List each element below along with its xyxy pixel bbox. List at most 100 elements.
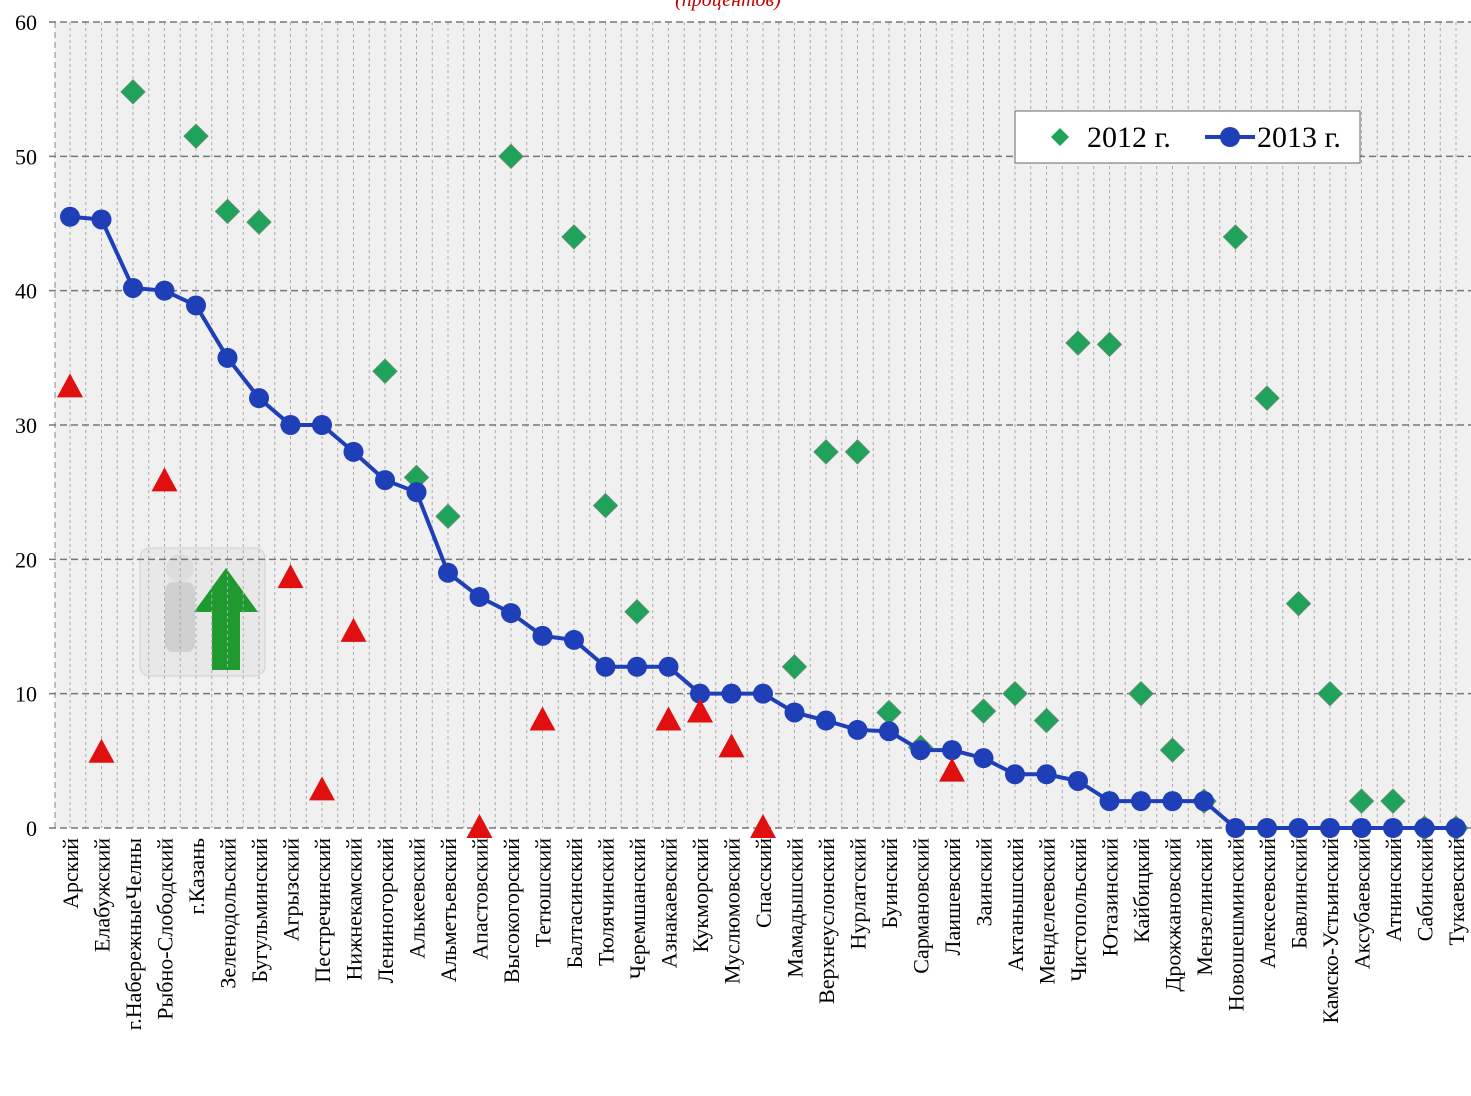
circle-marker	[407, 482, 427, 502]
x-tick-label: Нурлатский	[846, 838, 871, 950]
circle-marker	[123, 278, 143, 298]
x-tick-label: Буинский	[877, 838, 902, 929]
chart: (процентов) 0102030405060АрскийЕлабужски…	[0, 0, 1471, 1091]
circle-marker	[1446, 818, 1466, 838]
x-tick-label: Менделеевский	[1035, 838, 1060, 985]
circle-marker	[816, 711, 836, 731]
circle-marker	[722, 684, 742, 704]
x-tick-label: Черемшанский	[625, 838, 650, 979]
x-tick-label: Аксубаевский	[1350, 838, 1375, 969]
x-tick-label: Камско-Устьинский	[1318, 838, 1343, 1024]
circle-marker	[155, 281, 175, 301]
x-tick-label: Муслюмовский	[720, 838, 745, 984]
x-tick-label: Сармановский	[909, 838, 934, 974]
circle-marker	[1100, 791, 1120, 811]
x-tick-label: Тюлячинский	[594, 838, 619, 966]
x-tick-label: Дрожжановский	[1161, 838, 1186, 992]
chart-subtitle: (процентов)	[675, 0, 781, 11]
circle-marker	[438, 563, 458, 583]
circle-marker	[1194, 791, 1214, 811]
circle-marker	[1068, 771, 1088, 791]
x-tick-label: Мамадышский	[783, 838, 808, 978]
circle-marker	[312, 415, 332, 435]
circle-marker	[1415, 818, 1435, 838]
x-tick-label: Верхнеуслонский	[814, 838, 839, 1004]
x-tick-label: Альметьевский	[436, 838, 461, 982]
y-tick-label: 60	[15, 10, 37, 35]
y-tick-label: 20	[15, 547, 37, 572]
x-tick-label: Рыбно-Слободский	[153, 838, 178, 1020]
x-tick-label: Спасский	[751, 838, 776, 928]
circle-marker	[1320, 818, 1340, 838]
circle-marker	[1037, 764, 1057, 784]
circle-marker	[249, 388, 269, 408]
x-tick-label: Лаишевский	[940, 838, 965, 956]
x-tick-label: Мензелинский	[1192, 838, 1217, 976]
x-tick-label: г.Казань	[184, 838, 209, 914]
x-tick-label: Алькеевский	[405, 838, 430, 959]
x-tick-label: г.НабережныеЧелны	[121, 838, 146, 1030]
x-tick-label: Азнакаевский	[657, 838, 682, 968]
x-tick-label: Высокогорский	[499, 838, 524, 983]
x-tick-label: Нижнекамский	[342, 838, 367, 981]
circle-marker	[1352, 818, 1372, 838]
x-tick-label: Зеленодольский	[216, 838, 241, 989]
x-tick-label: Кукморский	[688, 838, 713, 953]
x-tick-label: Актанышский	[1003, 838, 1028, 972]
circle-marker	[659, 657, 679, 677]
x-tick-label: Новошешминский	[1224, 838, 1249, 1011]
circle-marker	[911, 740, 931, 760]
x-tick-label: Кайбицкий	[1129, 838, 1154, 943]
circle-marker	[60, 207, 80, 227]
circle-marker	[1383, 818, 1403, 838]
circle-marker	[344, 442, 364, 462]
circle-marker	[1163, 791, 1183, 811]
circle-marker	[1257, 818, 1277, 838]
legend-label: 2013 г.	[1257, 121, 1341, 154]
legend-marker	[1220, 127, 1240, 147]
circle-marker	[879, 721, 899, 741]
x-tick-label: Бугульминский	[247, 838, 272, 983]
legend-label: 2012 г.	[1087, 121, 1171, 154]
x-tick-label: Балтасинский	[562, 838, 587, 969]
x-tick-label: Апастовский	[468, 838, 493, 960]
x-tick-label: Лениногорский	[373, 838, 398, 984]
x-tick-label: Тукаевский	[1444, 838, 1469, 946]
circle-marker	[1226, 818, 1246, 838]
circle-marker	[533, 626, 553, 646]
circle-marker	[942, 740, 962, 760]
circle-marker	[501, 603, 521, 623]
circle-marker	[1005, 764, 1025, 784]
circle-marker	[1131, 791, 1151, 811]
x-tick-label: Пестречинский	[310, 838, 335, 983]
icon	[140, 548, 265, 676]
circle-marker	[186, 295, 206, 315]
circle-marker	[564, 630, 584, 650]
x-tick-label: Арский	[58, 838, 83, 909]
y-tick-label: 0	[26, 816, 37, 841]
circle-marker	[281, 415, 301, 435]
x-tick-label: Сабинский	[1413, 838, 1438, 941]
circle-marker	[753, 684, 773, 704]
x-tick-label: Агрызский	[279, 838, 304, 942]
y-tick-label: 30	[15, 413, 37, 438]
x-tick-label: Заинский	[972, 838, 997, 927]
circle-marker	[848, 720, 868, 740]
y-tick-label: 50	[15, 144, 37, 169]
x-tick-label: Алексеевский	[1255, 838, 1280, 969]
circle-marker	[627, 657, 647, 677]
circle-marker	[218, 348, 238, 368]
circle-marker	[785, 702, 805, 722]
circle-marker	[470, 587, 490, 607]
x-tick-label: Ютазинский	[1098, 838, 1123, 957]
x-tick-label: Бавлинский	[1287, 838, 1312, 949]
x-tick-label: Чистопольский	[1066, 838, 1091, 982]
y-tick-label: 40	[15, 279, 37, 304]
circle-marker	[974, 748, 994, 768]
circle-marker	[375, 470, 395, 490]
x-tick-label: Тетюшский	[531, 838, 556, 948]
circle-marker	[92, 209, 112, 229]
x-tick-label: Атнинский	[1381, 838, 1406, 942]
circle-marker	[1289, 818, 1309, 838]
y-tick-label: 10	[15, 682, 37, 707]
